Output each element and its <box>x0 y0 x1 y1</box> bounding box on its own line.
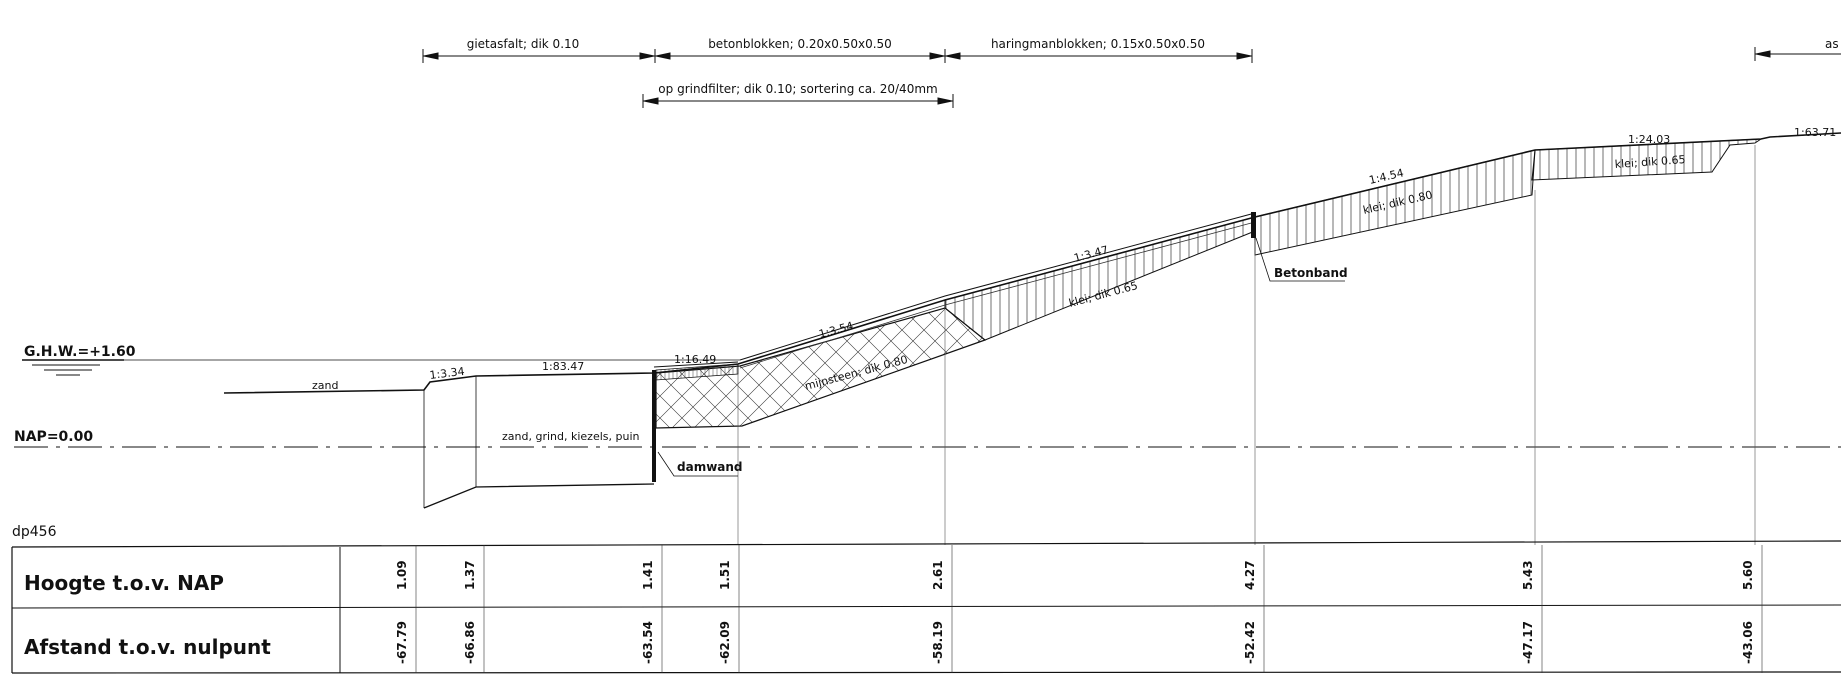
table-cell-hoogte: 1.51 <box>718 560 732 590</box>
fill-bottom-line <box>423 483 655 509</box>
data-table-grid <box>11 540 1841 674</box>
table-cell-afstand: -67.79 <box>395 621 409 664</box>
revetment-inner-line <box>739 221 1256 369</box>
dim-label-haringmanblokken: haringmanblokken; 0.15x0.50x0.50 <box>991 37 1205 51</box>
top-dimension-lines <box>422 47 1841 108</box>
betonband-callout: Betonband <box>1274 266 1348 280</box>
table-cell-afstand: -62.09 <box>718 621 732 664</box>
dim-label-betonblokken: betonblokken; 0.20x0.50x0.50 <box>708 37 892 51</box>
table-cell-hoogte: 1.09 <box>395 560 409 590</box>
table-cell-hoogte: 5.60 <box>1741 560 1755 590</box>
dim-label-gietasfalt: gietasfalt; dik 0.10 <box>467 37 580 51</box>
table-cell-hoogte: 1.37 <box>463 560 477 590</box>
table-cell-afstand: -52.42 <box>1243 621 1257 664</box>
betonband-leader <box>1255 237 1345 282</box>
station-lines <box>737 145 1756 545</box>
damwand-leader <box>657 451 738 477</box>
material-label-zand: zand <box>312 379 338 392</box>
damwand-callout: damwand <box>677 460 743 474</box>
toe-top-line <box>653 361 739 368</box>
table-row-label-hoogte: Hoogte t.o.v. NAP <box>24 571 224 595</box>
table-cells: 1.09 -67.79 1.37 -66.86 1.41 -63.54 1.51 -62.09… <box>395 545 1763 673</box>
slope-label-7: 1:63.71 <box>1794 126 1836 139</box>
material-label-fill: zand, grind, kiezels, puin <box>502 430 639 443</box>
slope-label-1: 1:83.47 <box>542 360 584 373</box>
betonband-beam <box>1251 212 1256 238</box>
dim-label-as: as <box>1825 37 1839 51</box>
damwand-sheet-pile <box>652 370 656 482</box>
table-cell-hoogte: 2.61 <box>931 560 945 590</box>
table-row-label-afstand: Afstand t.o.v. nulpunt <box>24 635 271 659</box>
dim-label-grindfilter: op grindfilter; dik 0.10; sortering ca. … <box>658 82 937 96</box>
nap-level-label: NAP=0.00 <box>14 429 93 445</box>
table-cell-afstand: -58.19 <box>931 621 945 664</box>
slope-label-0: 1:3.34 <box>429 365 466 382</box>
ground-profile-line <box>223 132 1841 394</box>
table-cell-afstand: -47.17 <box>1521 621 1535 664</box>
material-label-klei-3: klei; dik 0.65 <box>1614 153 1686 171</box>
table-cell-hoogte: 4.27 <box>1243 560 1257 590</box>
slope-label-6: 1:24.03 <box>1628 133 1670 146</box>
table-cell-hoogte: 1.41 <box>641 560 655 590</box>
table-cell-hoogte: 5.43 <box>1521 560 1535 590</box>
drawing-id-label: dp456 <box>12 524 57 540</box>
ghw-level-label: G.H.W.=+1.60 <box>24 344 136 360</box>
slope-label-2: 1:16.49 <box>674 353 716 366</box>
table-cell-afstand: -43.06 <box>1741 621 1755 664</box>
klei-layer-1 <box>944 216 1256 341</box>
revetment-top-line <box>739 212 1256 361</box>
table-cell-afstand: -63.54 <box>641 621 655 664</box>
water-surface-symbol <box>32 364 100 376</box>
table-cell-afstand: -66.86 <box>463 621 477 664</box>
